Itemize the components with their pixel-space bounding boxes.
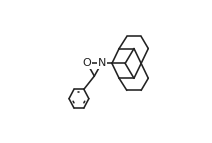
Text: O: O — [82, 58, 91, 68]
Text: N: N — [98, 58, 106, 68]
